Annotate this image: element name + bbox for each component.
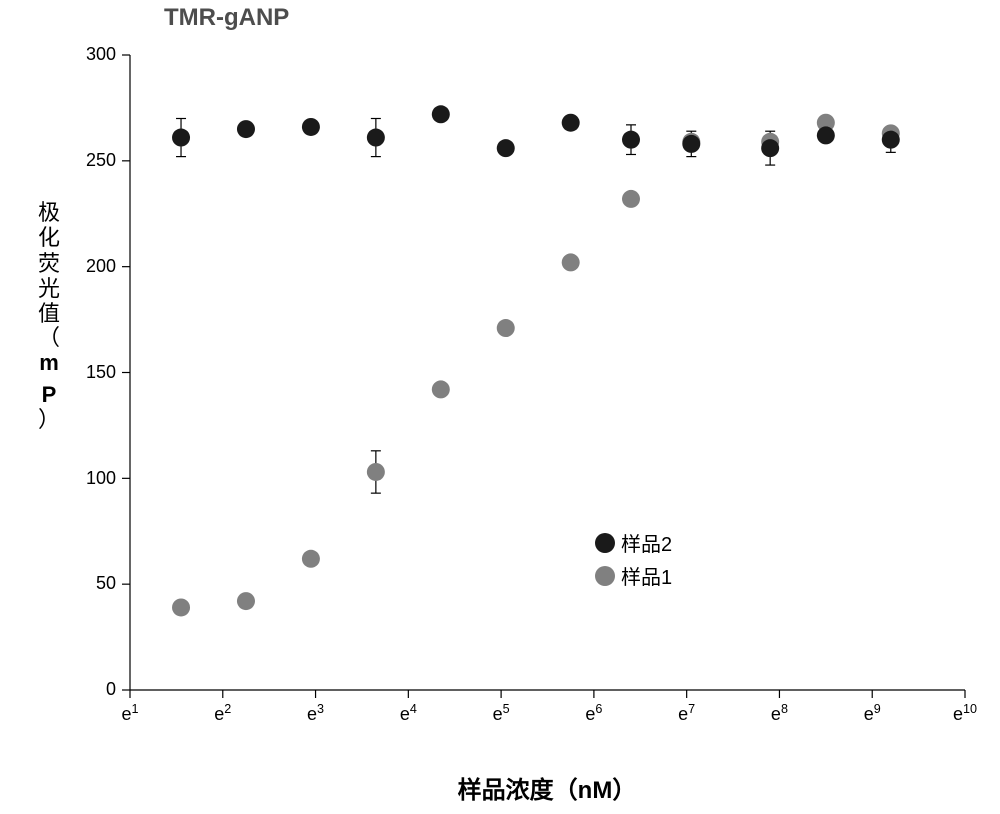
data-point — [367, 463, 385, 481]
legend-label: 样品1 — [621, 561, 672, 590]
data-point — [432, 380, 450, 398]
data-point — [817, 126, 835, 144]
data-point — [562, 114, 580, 132]
y-tick-label: 300 — [86, 44, 116, 65]
data-point — [172, 598, 190, 616]
x-tick-label: e1 — [121, 702, 138, 725]
legend-entry: 样品2 — [595, 528, 672, 557]
x-tick-label: e2 — [214, 702, 231, 725]
data-point — [882, 131, 900, 149]
x-tick-label: e6 — [585, 702, 602, 725]
y-tick-label: 150 — [86, 362, 116, 383]
data-point — [367, 129, 385, 147]
legend-label: 样品2 — [621, 528, 672, 557]
data-point — [682, 135, 700, 153]
data-point — [302, 550, 320, 568]
x-tick-label: e8 — [771, 702, 788, 725]
x-axis-label: 样品浓度（nM） — [458, 770, 637, 805]
data-point — [562, 253, 580, 271]
x-tick-label: e10 — [953, 702, 977, 725]
y-tick-label: 0 — [106, 679, 116, 700]
legend-entry: 样品1 — [595, 561, 672, 590]
y-tick-label: 250 — [86, 150, 116, 171]
x-tick-label: e5 — [493, 702, 510, 725]
data-point — [432, 105, 450, 123]
data-point — [761, 139, 779, 157]
y-tick-label: 100 — [86, 468, 116, 489]
x-tick-label: e3 — [307, 702, 324, 725]
chart-wrap: TMR-gANP 样品浓度（nM） 极化荧光值（mP） 0 50 100 150 200… — [0, 0, 1000, 809]
data-point — [172, 129, 190, 147]
scatter-plot — [0, 0, 1000, 809]
data-point — [497, 319, 515, 337]
data-point — [237, 592, 255, 610]
y-tick-label: 50 — [96, 573, 116, 594]
data-point — [622, 131, 640, 149]
data-point — [622, 190, 640, 208]
x-tick-label: e4 — [400, 702, 417, 725]
legend-swatch-icon — [595, 566, 615, 586]
y-tick-label: 200 — [86, 256, 116, 277]
legend-swatch-icon — [595, 533, 615, 553]
data-point — [302, 118, 320, 136]
x-tick-label: e9 — [864, 702, 881, 725]
y-axis-label: 极化荧光值（mP） — [38, 200, 60, 431]
data-point — [497, 139, 515, 157]
x-tick-label: e7 — [678, 702, 695, 725]
data-point — [237, 120, 255, 138]
chart-title: TMR-gANP — [164, 4, 289, 32]
